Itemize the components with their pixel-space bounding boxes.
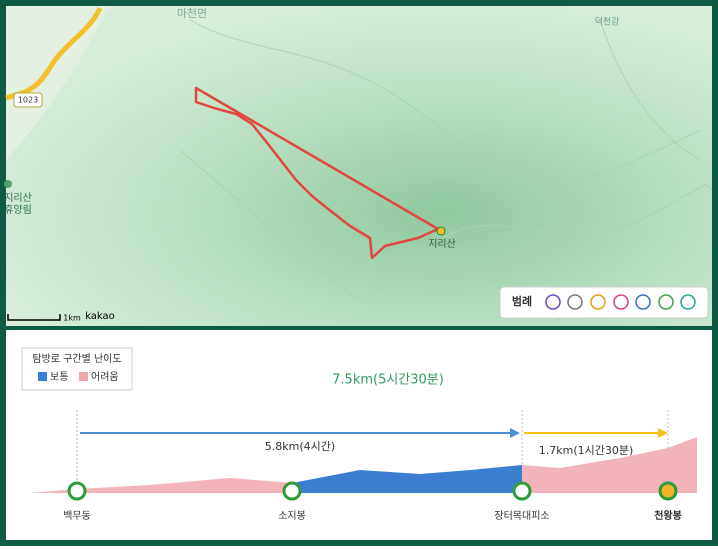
scale-label: 1km xyxy=(63,314,81,323)
station-label: 소지봉 xyxy=(278,510,306,522)
road-label: 1023 xyxy=(18,96,38,105)
road-badge xyxy=(13,92,43,108)
arrow-head xyxy=(658,428,668,438)
arrow-head xyxy=(510,428,520,438)
segment-label: 5.8km(4시간) xyxy=(265,440,335,453)
place-icon xyxy=(4,180,12,188)
legend-swatch xyxy=(79,372,88,381)
difficulty-legend xyxy=(21,347,133,391)
place-label: 지리산 휴양림 xyxy=(4,192,32,216)
map-legend-title: 범례 xyxy=(512,294,532,308)
road xyxy=(5,6,103,101)
station-marker[interactable] xyxy=(512,481,532,501)
place-label: 지리산 xyxy=(428,238,456,250)
station-label: 장터목대피소 xyxy=(494,510,549,522)
place-label: 덕천강 xyxy=(595,17,620,28)
text-line: 지리산 xyxy=(4,192,32,204)
station-marker[interactable] xyxy=(67,481,87,501)
legend-swatch xyxy=(38,372,47,381)
profile-hard xyxy=(30,478,292,493)
profile-hard xyxy=(522,437,697,493)
valley xyxy=(6,6,110,160)
place-label: 마천면 xyxy=(177,6,207,20)
map-background xyxy=(6,6,712,326)
profile-normal xyxy=(292,465,522,493)
segment-label: 1.7km(1시간30분) xyxy=(539,444,634,457)
legend-label: 보통 xyxy=(50,371,68,383)
map[interactable]: 1023 마천면 덕천강 지리산 휴양림 지리산 1km kakao 범례 xyxy=(4,6,713,326)
station-marker[interactable] xyxy=(282,481,302,501)
text-line: 휴양림 xyxy=(4,204,32,216)
stations: 백무동 소지봉 장터목대피소 천왕봉 xyxy=(63,481,682,522)
total-distance: 7.5km(5시간30분) xyxy=(332,373,444,388)
route xyxy=(194,86,440,260)
station-label: 천왕봉 xyxy=(654,509,682,522)
station-marker[interactable] xyxy=(658,481,678,501)
station-label: 백무동 xyxy=(63,510,91,522)
scale-bar xyxy=(7,314,61,321)
terrain-lines xyxy=(179,19,713,321)
provider-label: kakao xyxy=(85,311,115,322)
place-icon xyxy=(436,226,446,236)
legend-icons xyxy=(545,294,696,310)
difficulty-legend-title: 탐방로 구간별 난이도 xyxy=(32,353,121,365)
legend-label: 어려움 xyxy=(91,371,119,383)
